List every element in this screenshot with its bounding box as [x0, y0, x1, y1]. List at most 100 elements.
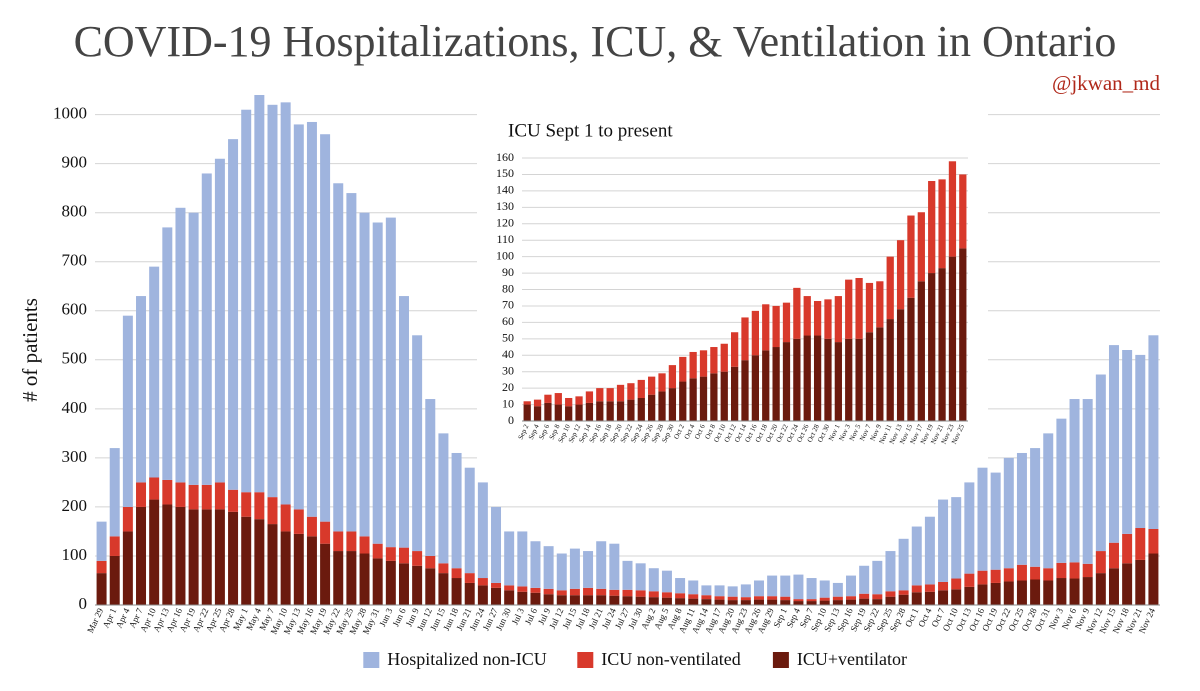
legend-swatch [772, 652, 789, 668]
legend-label: ICU+ventilator [797, 649, 907, 669]
bar-segment [846, 575, 857, 597]
bar-segment [1122, 533, 1133, 564]
y-tick-label: 100 [496, 248, 514, 262]
bar-segment [254, 95, 265, 493]
bar-segment [398, 296, 409, 548]
y-tick-label: 70 [502, 298, 514, 312]
bar-segment [109, 536, 120, 556]
bar-segment [834, 296, 842, 343]
bar-segment [412, 335, 423, 552]
y-tick-label: 800 [62, 202, 88, 221]
bar-segment [583, 587, 594, 596]
bar-segment [596, 401, 604, 421]
bar-segment [425, 399, 436, 556]
y-tick-label: 20 [502, 380, 514, 394]
bar-segment [648, 591, 659, 598]
bar-segment [740, 597, 751, 601]
bar-segment [885, 551, 896, 592]
bar-segment [554, 393, 562, 405]
bar-segment [977, 584, 988, 605]
bar-segment [1135, 528, 1146, 560]
bar-segment [782, 342, 791, 421]
bar-segment [896, 309, 905, 421]
bar-segment [635, 590, 646, 597]
y-tick-label: 900 [62, 153, 88, 172]
bar-segment [1148, 553, 1159, 605]
bar-segment [898, 590, 909, 595]
bar-segment [596, 588, 607, 596]
bar-segment [544, 394, 552, 403]
bar-segment [637, 397, 645, 421]
bar-segment [772, 305, 780, 348]
legend-swatch [363, 652, 380, 668]
bar-segment [793, 338, 801, 421]
bar-segment [533, 399, 542, 407]
y-tick-label: 300 [62, 447, 88, 466]
bar-segment [1016, 564, 1027, 581]
bar-segment [1030, 566, 1041, 580]
bar-segment [767, 596, 778, 600]
bar-segment [622, 596, 633, 605]
bar-segment [1030, 448, 1041, 567]
bar-segment [688, 598, 699, 605]
bar-segment [622, 589, 633, 597]
bar-segment [751, 355, 760, 421]
bar-segment [834, 342, 842, 421]
bar-segment [609, 589, 620, 596]
bar-segment [753, 596, 764, 600]
bar-segment [977, 467, 988, 571]
bar-segment [938, 268, 946, 421]
bar-segment [228, 489, 239, 512]
bar-segment [122, 506, 133, 532]
bar-segment [911, 592, 922, 605]
bar-segment [149, 499, 160, 605]
bar-segment [1095, 573, 1106, 605]
bar-segment [990, 582, 1001, 605]
bar-segment [438, 433, 449, 564]
bar-segment [637, 379, 645, 398]
bar-segment [648, 597, 659, 605]
bar-segment [544, 402, 552, 421]
bar-segment [477, 482, 488, 579]
bar-segment [517, 591, 528, 605]
bar-segment [464, 582, 475, 605]
bar-segment [385, 560, 396, 605]
bar-segment [254, 519, 265, 605]
bar-segment [464, 467, 475, 574]
bar-segment [543, 546, 554, 589]
bar-segment [596, 388, 604, 402]
bar-segment [872, 594, 883, 600]
bar-segment [1069, 578, 1080, 605]
bar-segment [451, 578, 462, 605]
bar-segment [772, 347, 780, 421]
bar-segment [464, 573, 475, 583]
bar-segment [109, 555, 120, 605]
bar-segment [928, 273, 936, 421]
bar-segment [846, 599, 857, 605]
bar-segment [689, 378, 697, 421]
bar-segment [753, 599, 764, 605]
bar-segment [556, 595, 567, 605]
bar-segment [806, 578, 817, 600]
bar-segment [385, 217, 396, 548]
bar-segment [609, 543, 620, 590]
bar-segment [627, 399, 635, 421]
bar-segment [96, 521, 107, 561]
bar-segment [990, 569, 1001, 583]
bar-segment [658, 391, 666, 421]
bar-segment [1108, 568, 1119, 605]
bar-segment [517, 586, 528, 592]
bar-segment [333, 183, 344, 532]
bar-segment [149, 477, 160, 500]
bar-segment [740, 600, 751, 605]
bar-segment [333, 531, 344, 552]
y-tick-label: 90 [502, 265, 514, 279]
bar-segment [517, 531, 528, 587]
bar-segment [872, 599, 883, 605]
bar-segment [924, 591, 935, 605]
bar-segment [241, 492, 252, 517]
bar-segment [491, 587, 502, 605]
bar-segment [575, 404, 583, 421]
bar-segment [1016, 580, 1027, 605]
bar-segment [136, 296, 147, 483]
